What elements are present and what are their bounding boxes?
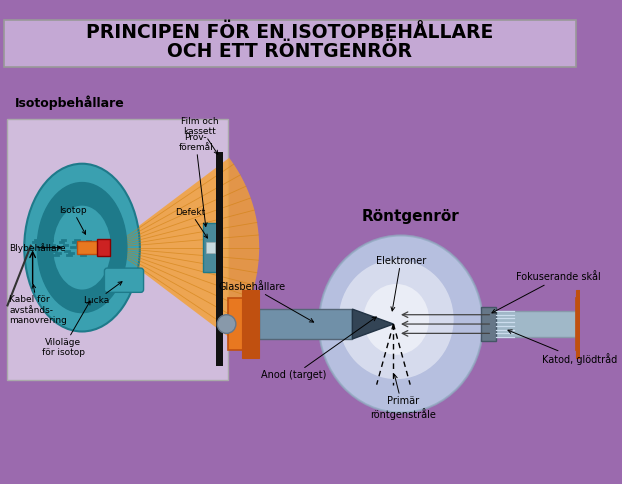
Text: Kabel för
avstånds-
manovrering: Kabel för avstånds- manovrering xyxy=(9,285,67,325)
FancyBboxPatch shape xyxy=(216,151,223,366)
FancyBboxPatch shape xyxy=(203,223,218,272)
Text: Film och
kassett: Film och kassett xyxy=(181,117,218,154)
Text: Isotopbehållare: Isotopbehållare xyxy=(15,95,124,109)
FancyBboxPatch shape xyxy=(77,241,105,254)
Text: Primär
röntgenstråle: Primär röntgenstråle xyxy=(370,375,435,420)
Text: Elektroner: Elektroner xyxy=(376,256,426,311)
Text: Defekt: Defekt xyxy=(175,208,208,238)
Ellipse shape xyxy=(37,182,127,313)
Text: Prov-
föremål: Prov- föremål xyxy=(179,133,213,227)
FancyBboxPatch shape xyxy=(259,309,353,339)
Text: Röntgenrör: Röntgenrör xyxy=(361,209,459,224)
FancyBboxPatch shape xyxy=(104,268,144,292)
Text: Glasbehållare: Glasbehållare xyxy=(218,282,313,322)
Circle shape xyxy=(603,302,613,312)
FancyBboxPatch shape xyxy=(243,290,259,358)
FancyBboxPatch shape xyxy=(483,311,576,337)
FancyBboxPatch shape xyxy=(576,298,606,350)
Ellipse shape xyxy=(363,284,429,355)
Text: OCH ETT RÖNTGENRÖR: OCH ETT RÖNTGENRÖR xyxy=(167,42,412,61)
Polygon shape xyxy=(353,309,394,339)
Text: PRINCIPEN FÖR EN ISOTOPBEHÅLLARE: PRINCIPEN FÖR EN ISOTOPBEHÅLLARE xyxy=(86,23,494,42)
Text: Blybehållare: Blybehållare xyxy=(9,242,66,253)
Text: Katod, glödtråd: Katod, glödtråd xyxy=(508,330,617,365)
Text: Anod (target): Anod (target) xyxy=(261,317,376,380)
Ellipse shape xyxy=(319,236,483,412)
Circle shape xyxy=(603,336,613,346)
Ellipse shape xyxy=(24,164,140,332)
FancyBboxPatch shape xyxy=(206,242,215,253)
Text: Isotop: Isotop xyxy=(59,206,86,234)
Text: Lucka: Lucka xyxy=(83,282,122,305)
Text: Viloläge
för isotop: Viloläge för isotop xyxy=(42,301,90,357)
Circle shape xyxy=(217,315,236,333)
FancyBboxPatch shape xyxy=(481,307,496,341)
Ellipse shape xyxy=(53,206,111,289)
Polygon shape xyxy=(110,158,259,337)
FancyBboxPatch shape xyxy=(4,20,576,67)
Ellipse shape xyxy=(339,259,453,379)
Text: Fokuserande skål: Fokuserande skål xyxy=(492,272,601,313)
FancyBboxPatch shape xyxy=(576,290,593,358)
FancyBboxPatch shape xyxy=(228,298,258,350)
FancyBboxPatch shape xyxy=(97,239,110,256)
FancyBboxPatch shape xyxy=(7,119,228,380)
